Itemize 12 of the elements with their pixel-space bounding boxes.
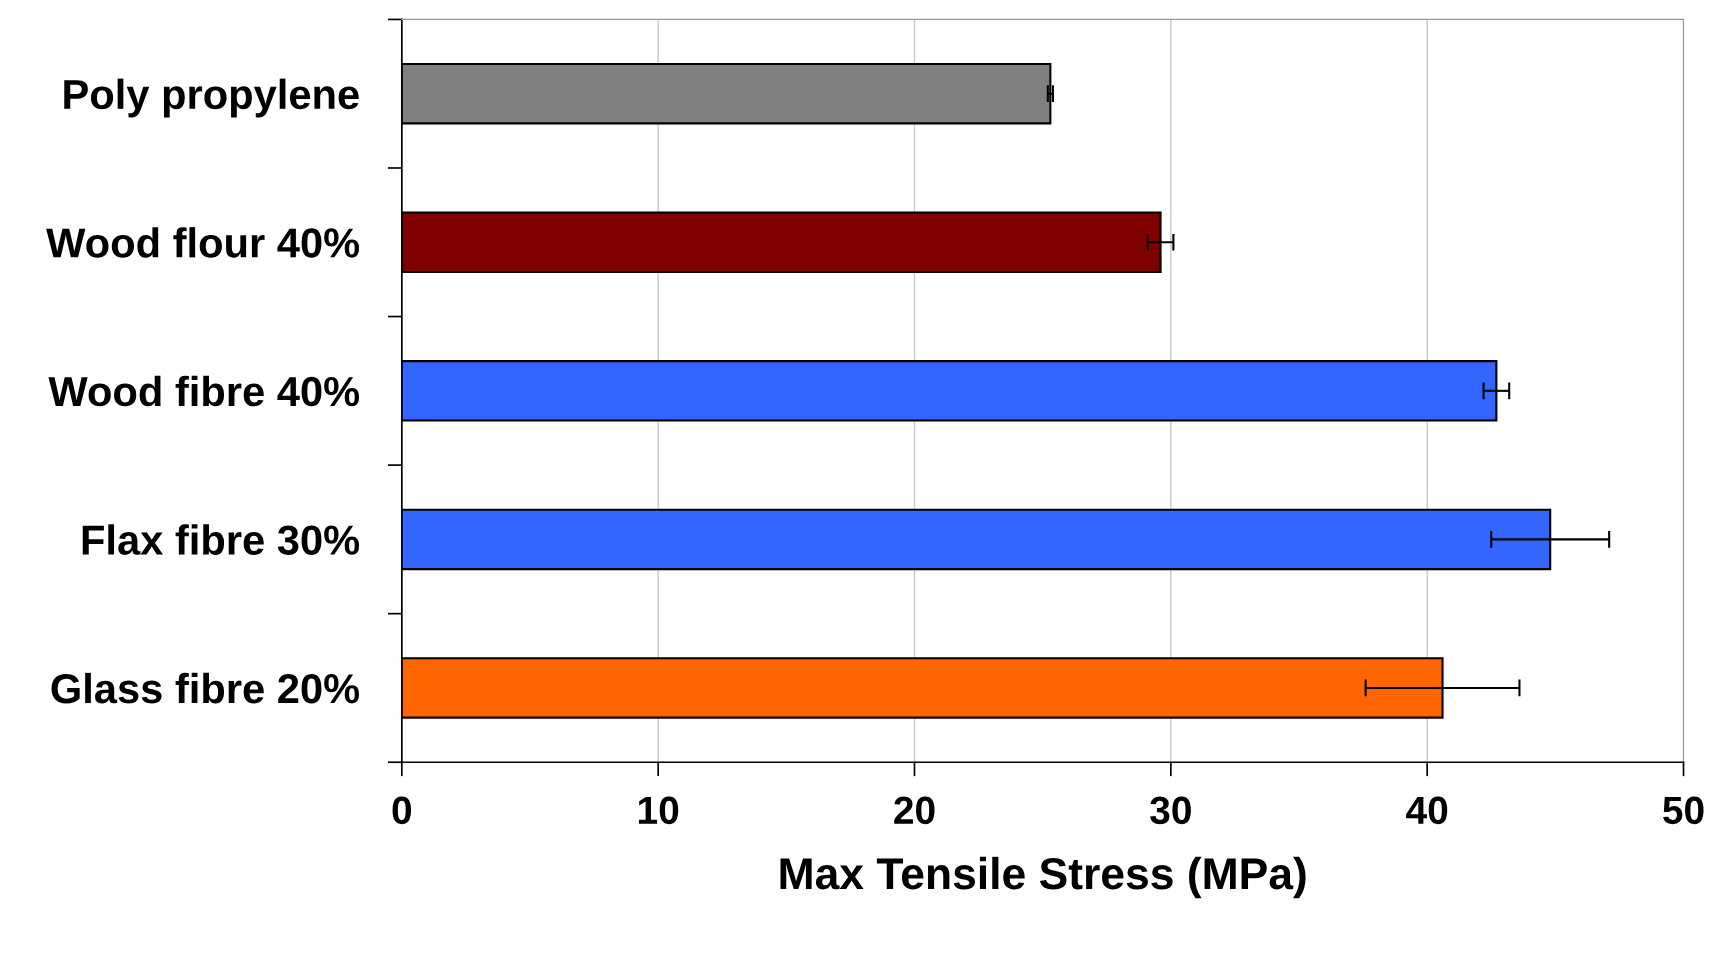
y-tick-label: Poly propylene [64, 78, 359, 118]
y-tick-label: Wood flour 40% [46, 227, 360, 258]
x-tick-label: 0 [392, 796, 412, 825]
x-tick-label: 40 [1406, 796, 1448, 825]
x-axis-title: Max Tensile Stress (MPa) [780, 856, 1306, 899]
x-tick-label: 20 [894, 796, 935, 825]
x-tick-label: 30 [1150, 796, 1191, 825]
x-tick-label: 10 [638, 796, 679, 825]
y-tick-label: Glass fibre 20% [51, 672, 360, 704]
y-tick-label: Wood fibre 40% [48, 375, 360, 407]
x-tick-label: 50 [1663, 796, 1704, 825]
y-tick-label: Flax fibre 30% [82, 524, 360, 555]
